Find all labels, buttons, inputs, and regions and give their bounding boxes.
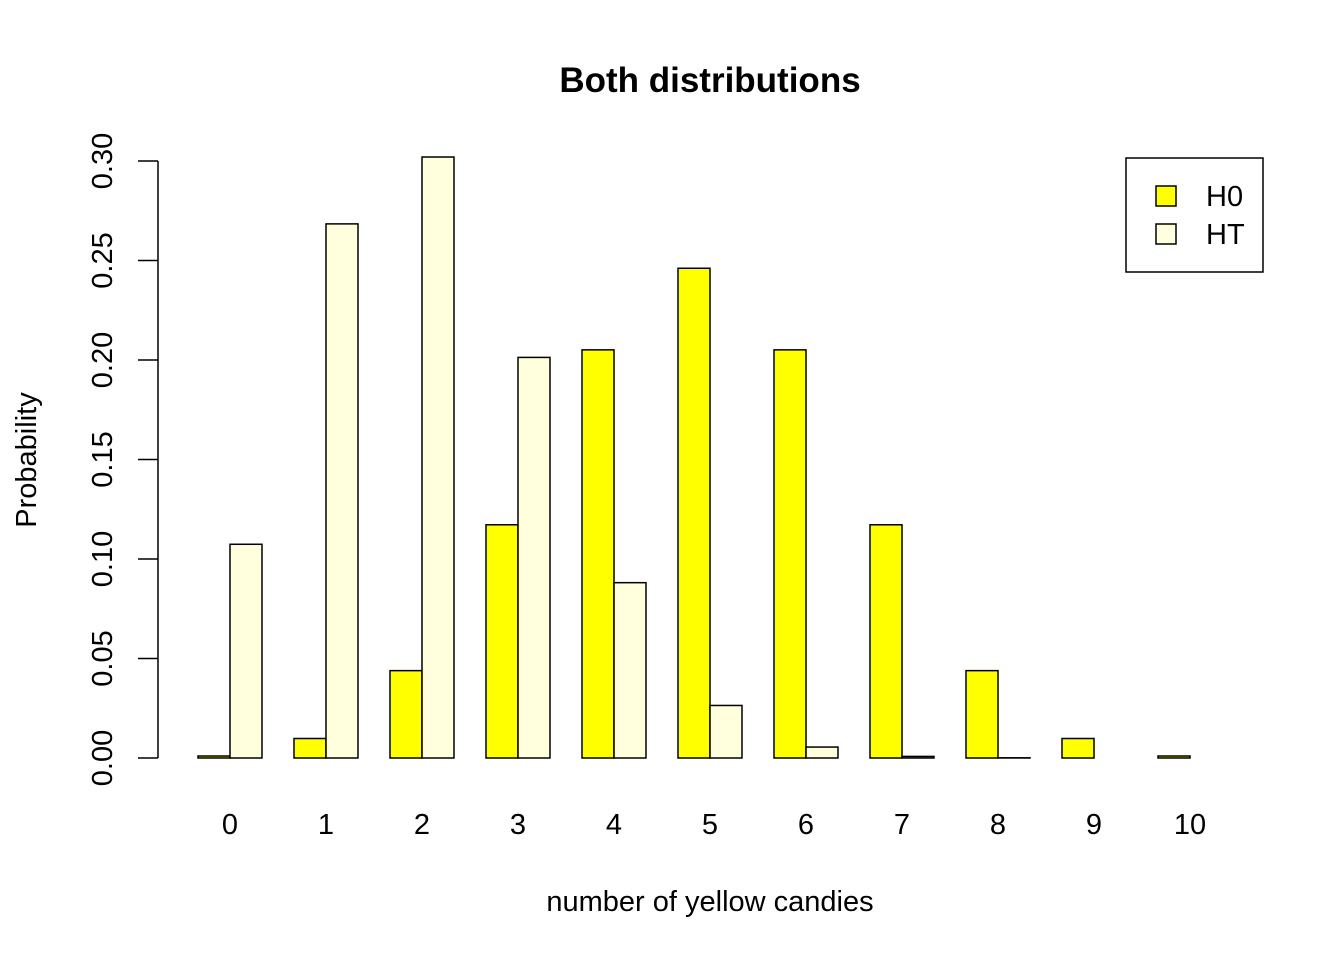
legend-box	[1125, 157, 1264, 273]
bar-h0-10	[1157, 755, 1191, 759]
y-tick-label: 0.05	[87, 630, 119, 686]
y-tick-label: 0.00	[87, 730, 119, 786]
bar-ht-1	[325, 223, 359, 759]
bar-h0-3	[485, 524, 519, 759]
bar-h0-1	[293, 737, 327, 759]
x-tick-label: 1	[318, 809, 334, 841]
bar-h0-4	[581, 349, 615, 759]
legend-label-ht: HT	[1206, 219, 1245, 251]
y-tick-label: 0.15	[87, 431, 119, 487]
bar-h0-0	[197, 755, 231, 759]
x-tick-label: 6	[798, 809, 814, 841]
bar-h0-2	[389, 669, 423, 759]
legend-swatch-h0	[1155, 185, 1177, 207]
x-tick-label: 4	[606, 809, 622, 841]
y-tick-label: 0.25	[87, 232, 119, 288]
y-tick-label: 0.20	[87, 332, 119, 388]
x-tick-label: 7	[894, 809, 910, 841]
x-tick-labels: 0 1 2 3 4 5 6 7 8 9 10	[222, 809, 1206, 841]
bar-h0-7	[869, 524, 903, 759]
y-tick-label: 0.30	[87, 133, 119, 189]
bars	[197, 156, 1191, 759]
bar-ht-7	[901, 755, 935, 759]
y-axis: 0.00 0.05 0.10 0.15 0.20 0.25 0.30	[87, 133, 159, 786]
chart-title: Both distributions	[559, 61, 860, 100]
bar-ht-3	[517, 356, 551, 759]
bar-h0-6	[773, 349, 807, 759]
y-tick-label: 0.10	[87, 531, 119, 587]
x-axis-label: number of yellow candies	[546, 886, 873, 918]
x-tick-label: 10	[1174, 809, 1206, 841]
legend-label-h0: H0	[1206, 181, 1243, 213]
bar-ht-6	[805, 746, 839, 759]
bar-h0-5	[677, 267, 711, 759]
legend: H0 HT	[1125, 157, 1264, 273]
y-axis-label: Probability	[11, 392, 43, 528]
x-tick-label: 5	[702, 809, 718, 841]
x-tick-label: 9	[1086, 809, 1102, 841]
x-tick-label: 2	[414, 809, 430, 841]
bar-ht-2	[421, 156, 455, 759]
legend-swatch-ht	[1155, 223, 1177, 245]
bar-h0-9	[1061, 737, 1095, 759]
bar-ht-4	[613, 581, 647, 759]
x-tick-label: 8	[990, 809, 1006, 841]
x-tick-label: 3	[510, 809, 526, 841]
x-tick-label: 0	[222, 809, 238, 841]
bar-ht-5	[709, 704, 743, 759]
bar-ht-0	[229, 543, 263, 759]
bar-h0-8	[965, 669, 999, 759]
